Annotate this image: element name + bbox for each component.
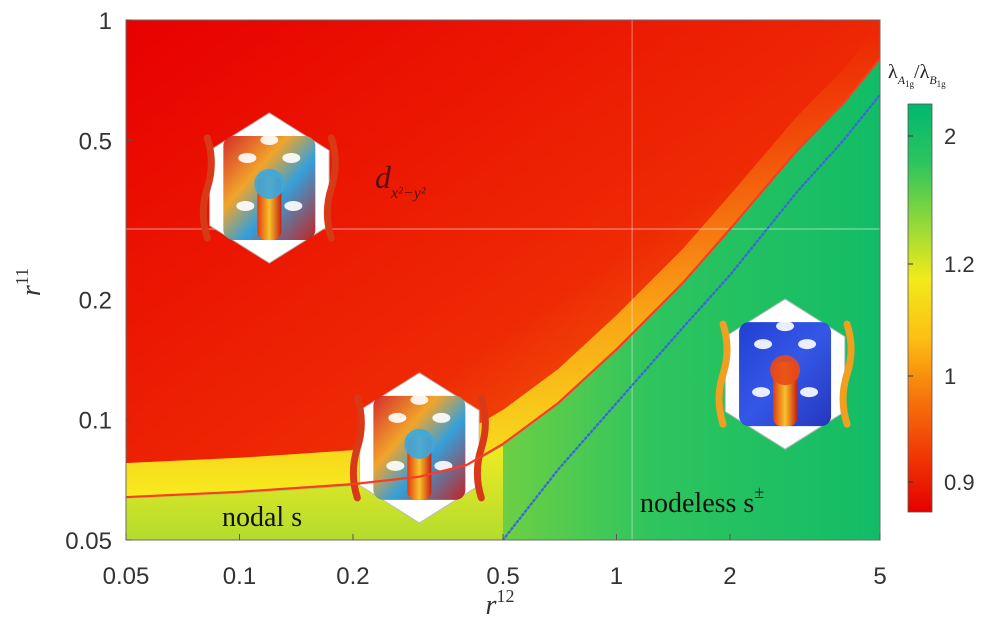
colorbar-tick-label: 1.2	[944, 252, 975, 277]
y-tick-label: 0.1	[79, 408, 112, 435]
inset-hole	[284, 200, 303, 211]
inset-side-tube	[473, 394, 489, 502]
inset-hole	[776, 321, 795, 332]
x-tick-label: 0.05	[103, 563, 150, 590]
inset-hole	[260, 134, 279, 145]
x-tick-label: 0.1	[223, 563, 256, 590]
y-tick-label: 0.05	[65, 528, 112, 555]
colorbar-bar	[907, 103, 933, 513]
inset-hole	[754, 339, 773, 350]
y-axis-label: r11	[12, 268, 47, 296]
colorbar-ticks: 0.9 1 1.2 2	[908, 124, 975, 495]
inset-fermi-surface-nodeless	[715, 298, 855, 450]
inset-hole	[238, 152, 257, 163]
x-tick-label: 2	[723, 563, 736, 590]
y-axis-ticks: 0.05 0.1 0.2 0.5 1	[65, 8, 132, 555]
x-tick-label: 5	[873, 563, 886, 590]
inset-hole	[388, 412, 407, 423]
inset-hole	[410, 394, 429, 405]
inset-hole	[236, 200, 255, 211]
boundary-line-solid	[126, 58, 880, 499]
x-tick-label: 1	[610, 563, 623, 590]
inset-sphere	[254, 168, 285, 199]
inset-side-tube	[715, 320, 731, 428]
inset-hole	[752, 387, 771, 398]
x-axis-ticks: 0.05 0.1 0.2 0.5 1 2 5	[103, 534, 887, 590]
heatmap-green-region	[126, 58, 880, 540]
colorbar-tick-label: 1	[944, 364, 956, 389]
y-tick-label: 0.2	[79, 287, 112, 314]
x-axis-label: r12	[486, 586, 515, 621]
x-tick-label: 0.5	[486, 563, 519, 590]
colorbar-tick-label: 2	[944, 124, 956, 149]
inset-hole	[282, 152, 301, 163]
inset-hole	[432, 412, 451, 423]
annotation-nodal-s: nodal s	[222, 502, 302, 533]
inset-fermi-surface-d	[199, 112, 339, 264]
annotation-d-wave: dx²−y²	[375, 159, 427, 202]
x-tick-label: 0.2	[336, 563, 369, 590]
annotation-nodeless-s: nodeless s±	[640, 482, 764, 519]
inset-side-tube	[839, 320, 855, 428]
inset-side-tube	[323, 134, 339, 242]
inset-hole	[386, 460, 405, 471]
inset-hole	[434, 460, 453, 471]
y-tick-label: 1	[99, 8, 112, 35]
inset-sphere	[404, 428, 435, 459]
inset-fermi-surface-nodal	[349, 372, 489, 524]
colorbar-tick-label: 0.9	[944, 470, 975, 495]
heatmap-field	[126, 20, 880, 540]
colorbar-title: λA1g/λB1g	[888, 61, 946, 89]
inset-group	[199, 112, 855, 524]
inset-side-tube	[199, 134, 215, 242]
boundary-line-dotted	[501, 93, 880, 540]
boundary-lines	[126, 58, 880, 540]
y-tick-label: 0.5	[79, 128, 112, 155]
inset-sphere	[770, 355, 801, 386]
inset-hole	[800, 387, 819, 398]
inset-hole	[798, 339, 817, 350]
colorbar: 0.9 1 1.2 2 λA1g/λB1g	[888, 61, 975, 513]
